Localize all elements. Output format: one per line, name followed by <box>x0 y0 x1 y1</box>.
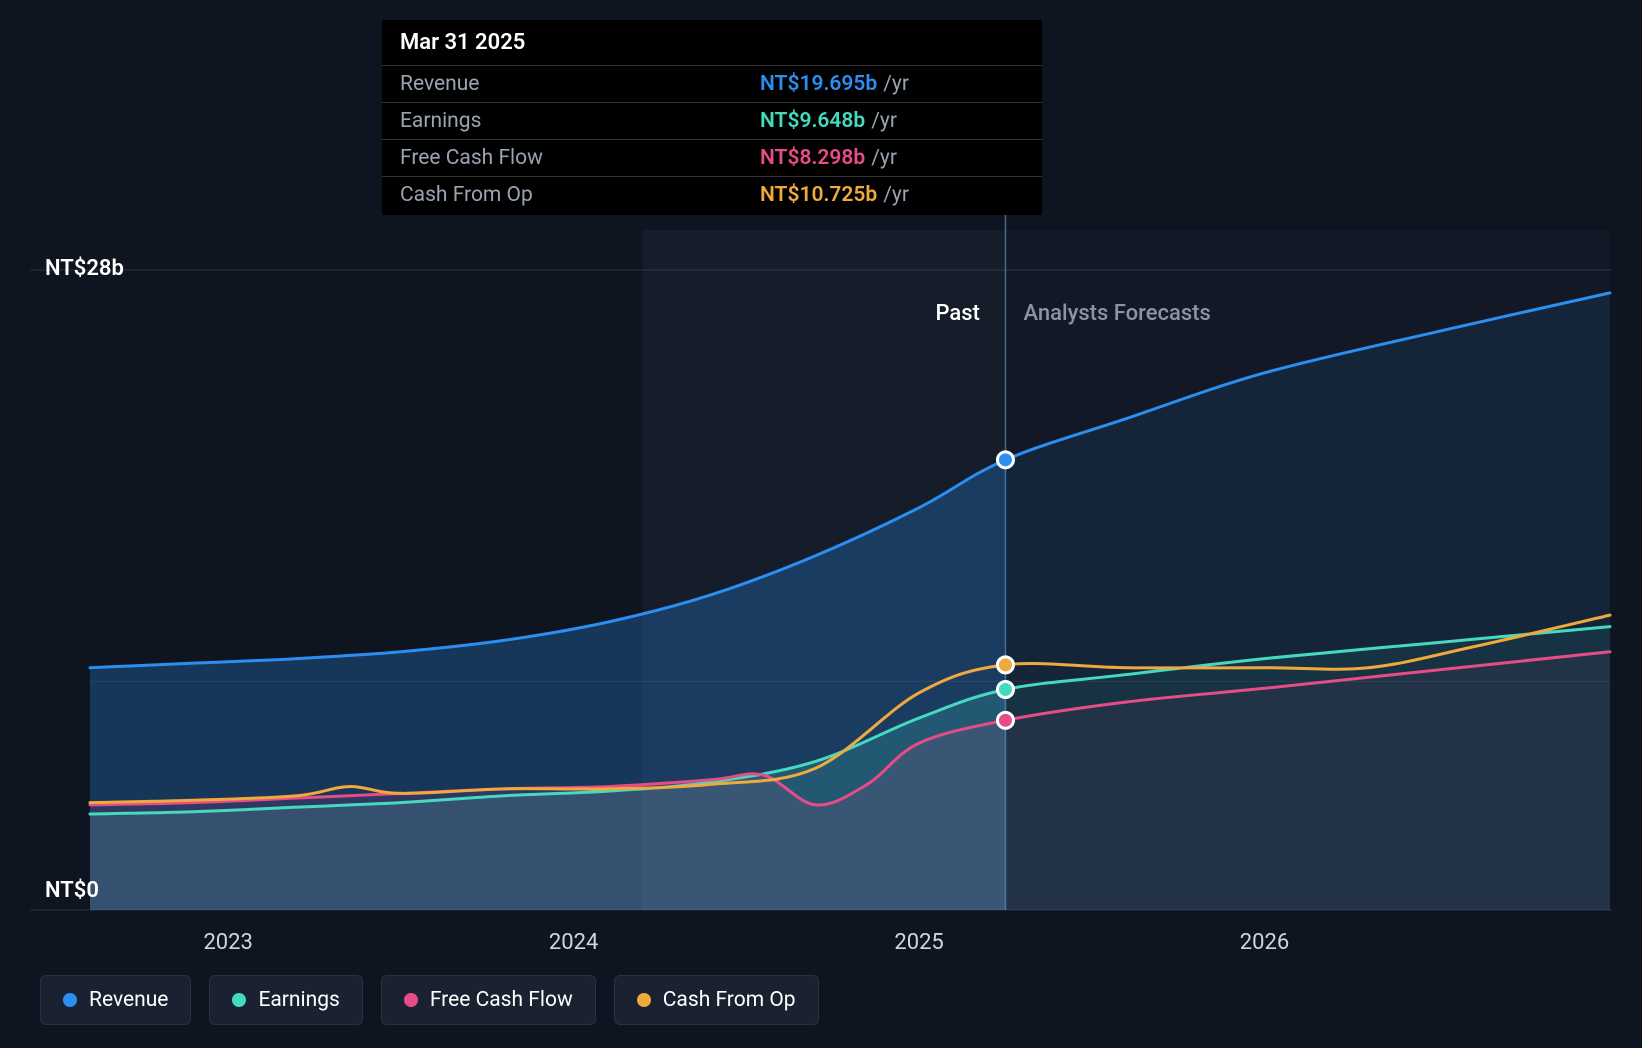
tooltip-row-unit: /yr <box>871 109 897 133</box>
legend-item-label: Earnings <box>258 988 339 1012</box>
legend-dot-icon <box>404 993 418 1007</box>
legend-item-fcf[interactable]: Free Cash Flow <box>381 975 596 1025</box>
tooltip-date: Mar 31 2025 <box>382 30 1042 65</box>
tooltip-row-value: NT$9.648b <box>760 109 865 133</box>
tooltip-row-label: Free Cash Flow <box>400 146 760 170</box>
tooltip-row-value: NT$19.695b <box>760 72 877 96</box>
tooltip-row-unit: /yr <box>883 183 909 207</box>
financials-chart: NT$28b NT$0 Past Analysts Forecasts 2023… <box>0 0 1642 1048</box>
tooltip-row-label: Revenue <box>400 72 760 96</box>
tooltip-row-unit: /yr <box>883 72 909 96</box>
tooltip-row: Cash From OpNT$10.725b/yr <box>382 176 1042 213</box>
x-axis-tick: 2026 <box>1240 930 1289 955</box>
legend-dot-icon <box>637 993 651 1007</box>
legend-item-cfo[interactable]: Cash From Op <box>614 975 819 1025</box>
tooltip-row-value: NT$10.725b <box>760 183 877 207</box>
chart-legend: Revenue Earnings Free Cash Flow Cash From O… <box>40 975 819 1025</box>
legend-item-label: Revenue <box>89 988 168 1012</box>
tooltip-row-value: NT$8.298b <box>760 146 865 170</box>
tooltip-row: EarningsNT$9.648b/yr <box>382 102 1042 139</box>
tooltip-row: RevenueNT$19.695b/yr <box>382 65 1042 102</box>
legend-item-revenue[interactable]: Revenue <box>40 975 191 1025</box>
legend-item-label: Free Cash Flow <box>430 988 573 1012</box>
forecast-region-label: Analysts Forecasts <box>1023 301 1210 326</box>
past-region-label: Past <box>935 301 979 326</box>
x-axis-tick: 2023 <box>203 930 252 955</box>
tooltip-row-unit: /yr <box>871 146 897 170</box>
x-axis-tick: 2024 <box>549 930 598 955</box>
tooltip-row: Free Cash FlowNT$8.298b/yr <box>382 139 1042 176</box>
legend-item-earnings[interactable]: Earnings <box>209 975 362 1025</box>
hover-tooltip: Mar 31 2025 RevenueNT$19.695b/yrEarnings… <box>382 20 1042 215</box>
tooltip-row-label: Cash From Op <box>400 183 760 207</box>
x-axis-tick: 2025 <box>894 930 943 955</box>
tooltip-row-label: Earnings <box>400 109 760 133</box>
legend-item-label: Cash From Op <box>663 988 796 1012</box>
legend-dot-icon <box>63 993 77 1007</box>
y-axis-label-top: NT$28b <box>45 256 124 281</box>
y-axis-label-bottom: NT$0 <box>45 878 99 903</box>
legend-dot-icon <box>232 993 246 1007</box>
